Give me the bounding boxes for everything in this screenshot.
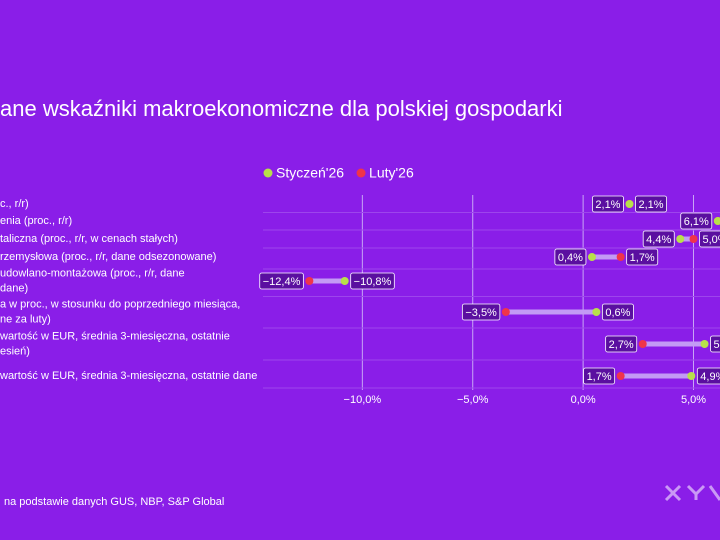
value-label-box: [554, 248, 587, 266]
value-label-group: 5,5%: [710, 335, 720, 353]
value-label: −3,5%: [465, 307, 497, 319]
value-label-box: [680, 212, 713, 230]
dot: [616, 253, 625, 261]
dot: [592, 308, 601, 316]
value-label-group: 2,1%: [592, 195, 624, 213]
legend-label: Styczeń'26: [276, 165, 344, 181]
value-label-box: [635, 195, 667, 213]
legend-swatch: [263, 168, 273, 178]
dot: [625, 200, 634, 208]
dot: [713, 217, 720, 225]
value-label-group: 4,9%: [696, 367, 720, 385]
category-label: ne za luty): [0, 313, 51, 325]
value-label: 6,1%: [684, 216, 709, 228]
value-label-group: 1,7%: [626, 248, 659, 266]
value-label: 2,1%: [595, 199, 620, 211]
value-label-box: [601, 303, 634, 321]
value-label: 2,1%: [638, 199, 663, 211]
value-label-group: 2,1%: [635, 195, 667, 213]
value-label-group: 5,0%: [699, 230, 720, 248]
dot: [676, 235, 685, 243]
category-label: dane): [0, 282, 28, 294]
category-label: wartość w EUR, średnia 3-miesięczna, ost…: [0, 330, 230, 342]
logo-shape: [664, 484, 720, 502]
value-label-box: [710, 335, 720, 353]
logo: [664, 484, 720, 502]
value-label-box: [350, 272, 395, 290]
value-label-box: [259, 272, 304, 290]
dot: [687, 372, 696, 380]
legend-swatch: [356, 168, 366, 178]
x-tick-label: 5,0%: [681, 394, 706, 406]
dot: [689, 235, 698, 243]
dot: [501, 308, 510, 316]
dot: [700, 340, 709, 348]
value-label: 4,4%: [646, 234, 671, 246]
value-label: 1,7%: [630, 252, 655, 264]
x-tick-label: −10,0%: [344, 394, 382, 406]
value-label: 2,7%: [609, 339, 634, 351]
value-label: 4,9%: [700, 371, 720, 383]
value-label-box: [583, 367, 616, 385]
legend-label: Luty'26: [369, 165, 414, 181]
category-label: enia (proc., r/r): [0, 215, 72, 227]
value-label-group: 6,1%: [680, 212, 713, 230]
dot: [616, 372, 625, 380]
value-label-group: −12,4%: [259, 272, 304, 290]
value-label-group: −10,8%: [350, 272, 395, 290]
dot: [587, 253, 596, 261]
value-label-box: [605, 335, 638, 353]
category-label: esień): [0, 345, 30, 357]
category-label: rzemysłowa (proc., r/r, dane odsezonowan…: [0, 251, 216, 263]
value-label-box: [696, 367, 720, 385]
value-label: −10,8%: [354, 276, 392, 288]
value-label-box: [592, 195, 624, 213]
dot: [638, 340, 647, 348]
value-label-group: 0,4%: [554, 248, 587, 266]
value-label-group: 1,7%: [583, 367, 616, 385]
category-label: wartość w EUR, średnia 3-miesięczna, ost…: [0, 370, 257, 382]
x-tick-label: −5,0%: [457, 394, 489, 406]
value-label-group: 0,6%: [601, 303, 634, 321]
x-tick-label: 0,0%: [571, 394, 596, 406]
value-label: 5,5%: [714, 339, 720, 351]
value-label-box: [626, 248, 659, 266]
chart-title: ane wskaźniki makroekonomiczne dla polsk…: [0, 96, 563, 121]
source-note: na podstawie danych GUS, NBP, S&P Global: [4, 496, 224, 508]
category-label: udowlano-montażowa (proc., r/r, dane: [0, 267, 185, 279]
value-label-group: 4,4%: [642, 230, 675, 248]
value-label-box: [461, 303, 501, 321]
value-label-box: [699, 230, 720, 248]
value-label-group: 2,7%: [605, 335, 638, 353]
dot: [340, 277, 349, 285]
dot: [305, 277, 314, 285]
value-label: 5,0%: [703, 234, 720, 246]
value-label-group: −3,5%: [461, 303, 501, 321]
category-label: taliczna (proc., r/r, w cenach stałych): [0, 233, 178, 245]
value-label: 0,4%: [558, 252, 583, 264]
value-label: 0,6%: [605, 307, 630, 319]
value-label-box: [642, 230, 675, 248]
value-label: 1,7%: [587, 371, 612, 383]
value-label: −12,4%: [263, 276, 301, 288]
category-label: c., r/r): [0, 198, 29, 210]
category-label: a w proc., w stosunku do poprzedniego mi…: [0, 298, 240, 310]
